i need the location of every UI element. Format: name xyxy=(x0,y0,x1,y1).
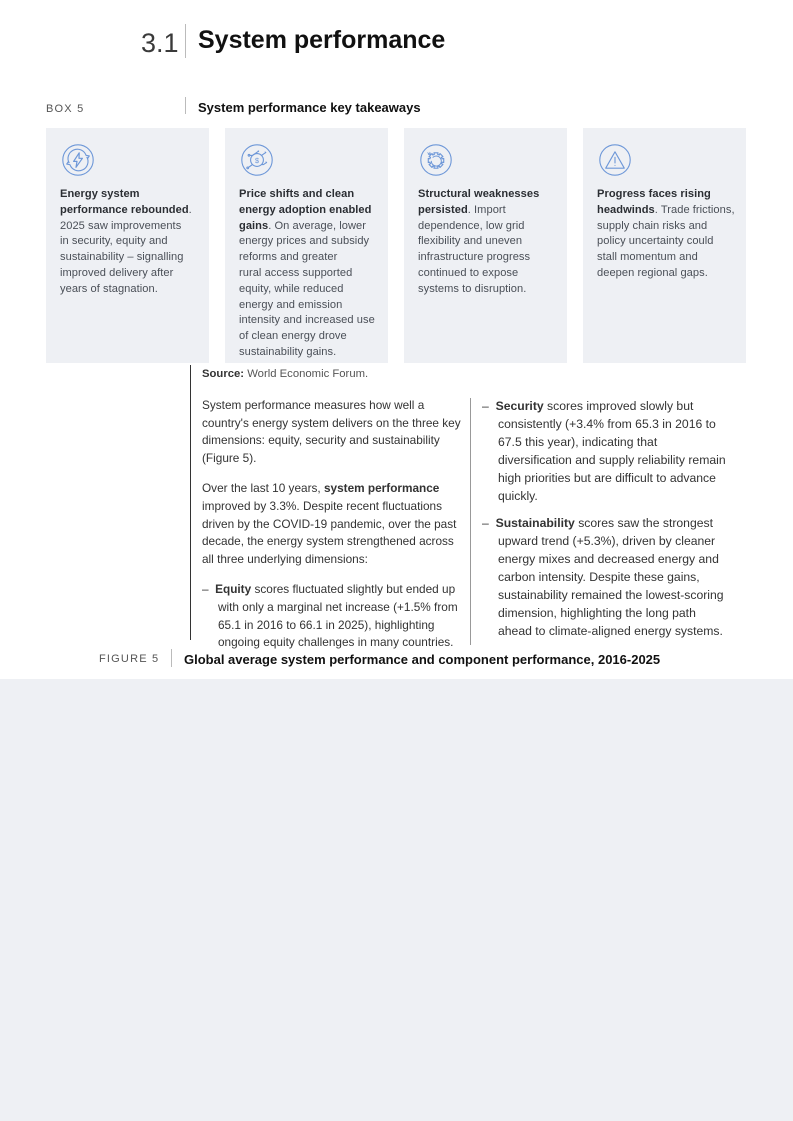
svg-text:$: $ xyxy=(255,156,259,165)
